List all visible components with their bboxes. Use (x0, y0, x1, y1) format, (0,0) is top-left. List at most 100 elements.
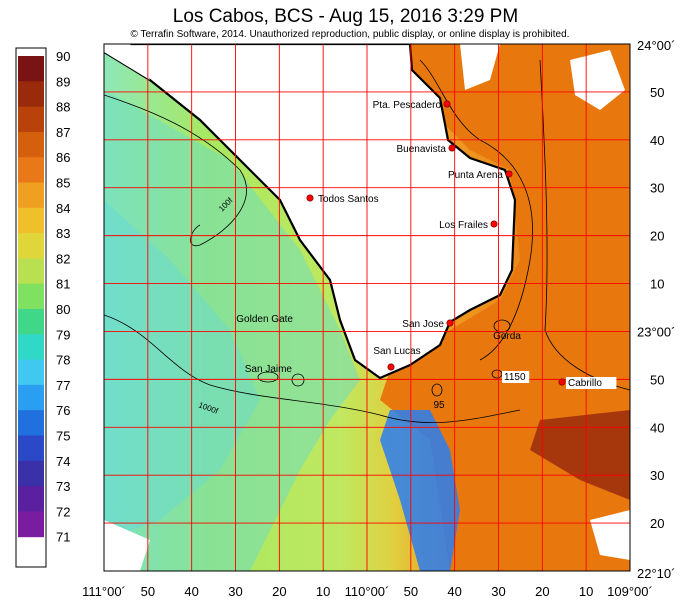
cloud-patch-southwest (104, 520, 150, 571)
color-scale-label: 85 (56, 176, 70, 191)
place-label: San Lucas (373, 346, 420, 357)
place-label-box (502, 371, 530, 383)
color-scale-label: 87 (56, 125, 70, 140)
longitude-label: 40 (447, 584, 461, 599)
cold-water-plume (380, 410, 460, 571)
longitude-label: 30 (228, 584, 242, 599)
color-scale-band (18, 309, 44, 335)
color-scale-band (18, 182, 44, 209)
longitude-label: 10 (579, 584, 593, 599)
longitude-labels: 111°00´ 50 40 30 20 10 110°00´ 50 40 30 20 10 109°00… (82, 584, 653, 599)
place-label: Punta Arena (448, 170, 503, 181)
place-label: 1150 (504, 372, 526, 383)
place-label: San Jaime (245, 364, 293, 375)
latitude-label: 50 (650, 85, 664, 100)
longitude-label: 110°00´ (345, 584, 390, 599)
color-scale-band (18, 56, 44, 82)
color-scale-label: 79 (56, 327, 70, 342)
color-scale-label: 81 (56, 277, 70, 292)
color-scale-band (18, 384, 44, 411)
cool-water-west (104, 90, 360, 571)
place-label: Todos Santos (318, 194, 379, 205)
color-scale-label: 82 (56, 251, 70, 266)
longitude-label: 40 (184, 584, 198, 599)
place-label: Cabrillo (568, 378, 602, 389)
color-scale-label: 71 (56, 530, 70, 545)
cool-water-shelf (104, 200, 260, 540)
latitude-label: 40 (650, 420, 664, 435)
latitude-label: 23°00´ (637, 324, 675, 339)
color-scale-band (18, 410, 44, 436)
color-scale-bands (18, 56, 44, 538)
color-scale-band (18, 359, 44, 386)
color-scale-label: 75 (56, 429, 70, 444)
longitude-label: 50 (404, 584, 418, 599)
cloud-patch-northeast (570, 50, 625, 110)
color-scale-band (18, 435, 44, 462)
color-scale-band (18, 283, 44, 310)
longitude-label: 10 (316, 584, 330, 599)
place-marker-dot (505, 170, 513, 178)
color-scale-label: 89 (56, 74, 70, 89)
latitude-label: 22°10´ (637, 566, 675, 581)
temperature-color-scale: 90 89 88 87 86 85 84 83 82 81 80 79 78 77 76 75 74 73 72 71 (15, 47, 70, 568)
seamount-san-jaime (257, 371, 279, 383)
color-scale-label: 83 (56, 226, 70, 241)
place-marker-dot (490, 220, 498, 228)
longitude-label: 20 (272, 584, 286, 599)
depth-contour-1000f (104, 314, 521, 424)
place-marker-dot (558, 378, 566, 386)
color-scale-band (18, 486, 44, 512)
latitude-labels: 24°00´ 50 40 30 20 10 23°00´ 50 40 30 20 22°10´ (637, 38, 675, 581)
color-scale-band (18, 460, 44, 487)
seamount-san-jaime-2 (291, 373, 305, 387)
longitude-label: 111°00´ (82, 584, 126, 599)
place-marker-dot (443, 100, 451, 108)
color-scale-band (18, 157, 44, 183)
place-label: Buenavista (397, 144, 447, 155)
copyright-notice: © Terrafin Software, 2014. Unauthorized … (130, 29, 570, 40)
color-scale-band (18, 207, 44, 234)
color-scale-label: 77 (56, 378, 70, 393)
place-label: Golden Gate (236, 314, 293, 325)
place-marker-dot (306, 194, 314, 202)
color-scale-labels: 90 89 88 87 86 85 84 83 82 81 80 79 78 77 76 75 74 73 72 71 (56, 49, 70, 545)
color-scale-label: 78 (56, 353, 70, 368)
cloud-patch-southeast (590, 510, 630, 560)
longitude-label: 109°00´ (607, 584, 653, 599)
land-northwest (104, 44, 150, 80)
place-marker-dot (448, 144, 456, 152)
hot-water-patch (530, 410, 630, 500)
color-scale-label: 72 (56, 504, 70, 519)
latitude-label: 20 (650, 516, 664, 531)
map-title: Los Cabos, BCS - Aug 15, 2016 3:29 PM (172, 6, 519, 27)
latitude-label: 30 (650, 181, 664, 196)
place-label: Pta. Pescadero (373, 100, 442, 111)
land-patch-north (460, 44, 500, 90)
color-scale-band (18, 81, 44, 108)
place-label: Los Frailes (439, 220, 488, 231)
latitude-label: 24°00´ (637, 38, 675, 53)
longitude-label: 50 (141, 584, 155, 599)
color-scale-band (18, 511, 44, 538)
longitude-label: 30 (491, 584, 505, 599)
color-scale-label: 80 (56, 302, 70, 317)
longitude-label: 20 (535, 584, 549, 599)
color-scale-label: 84 (56, 201, 70, 216)
color-scale-band (18, 334, 44, 361)
color-scale-band (18, 106, 44, 133)
seamount-gorda (493, 319, 511, 333)
map-frame (103, 43, 631, 572)
latitude-label: 20 (650, 229, 664, 244)
latitude-label: 30 (650, 468, 664, 483)
place-label: San Jose (402, 319, 444, 330)
latitude-label: 10 (650, 277, 664, 292)
seamount-95 (431, 383, 443, 397)
place-markers: Pta. Pescadero Buenavista Punta Arena Todos… (236, 100, 617, 411)
place-marker-dot (446, 319, 454, 327)
place-label: 95 (433, 400, 445, 411)
place-marker-dot (387, 363, 395, 371)
latitude-label: 50 (650, 372, 664, 387)
color-scale-label: 73 (56, 479, 70, 494)
